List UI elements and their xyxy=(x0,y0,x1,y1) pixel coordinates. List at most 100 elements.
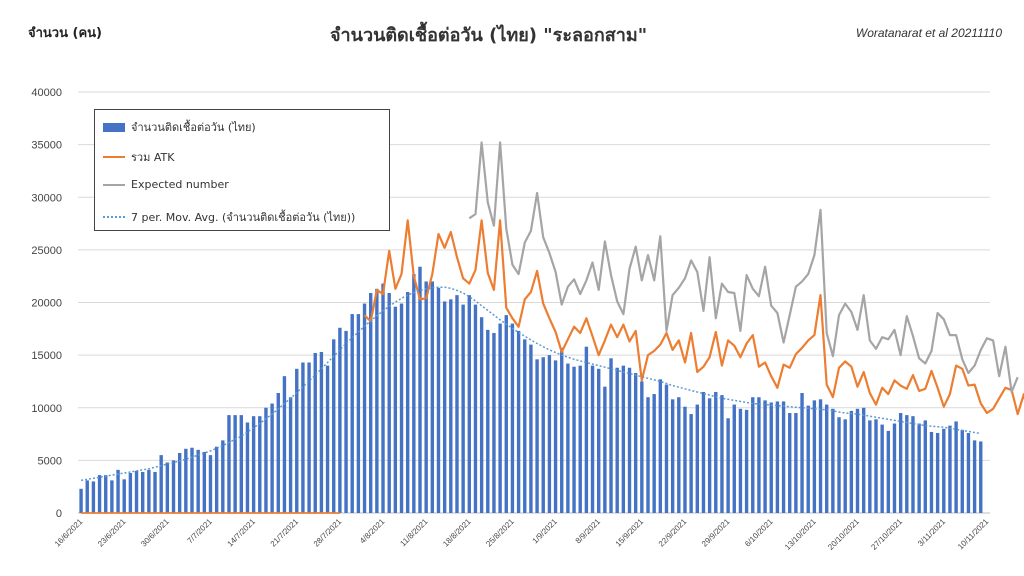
bar xyxy=(695,404,699,513)
bar xyxy=(658,379,663,513)
y-tick-label: 25000 xyxy=(31,245,62,257)
legend: จำนวนติดเชื้อต่อวัน (ไทย) รวม ATK Expect… xyxy=(94,109,390,231)
y-tick-label: 30000 xyxy=(31,192,62,204)
bar xyxy=(738,408,743,513)
bar xyxy=(972,440,977,513)
bar xyxy=(874,419,878,513)
bar xyxy=(399,303,404,513)
x-tick-label: 18/8/2021 xyxy=(441,517,473,549)
chart-credit: Woratanarat et al 20211110 xyxy=(855,26,1002,40)
x-tick-label: 11/8/2021 xyxy=(398,517,429,548)
x-tick-label: 22/9/2021 xyxy=(657,517,689,549)
bar xyxy=(566,363,570,513)
bar xyxy=(966,433,971,513)
bar xyxy=(442,301,447,513)
bar xyxy=(886,430,891,513)
bar xyxy=(701,391,706,513)
x-tick-label: 29/9/2021 xyxy=(700,517,732,549)
bar xyxy=(350,314,354,513)
x-axis-ticks: 16/6/2021 23/6/2021 30/6/2021 7/7/2021 14/7/… xyxy=(53,517,991,552)
atk-line xyxy=(363,219,1024,416)
bar xyxy=(122,479,126,513)
bar xyxy=(251,416,256,513)
bar xyxy=(775,401,780,513)
bar xyxy=(221,440,225,513)
bar-series xyxy=(79,266,983,513)
bar xyxy=(245,422,250,513)
bar xyxy=(436,287,441,513)
bar xyxy=(190,447,194,513)
bar xyxy=(843,419,847,513)
bar xyxy=(313,353,317,513)
bar xyxy=(110,480,114,513)
bar xyxy=(726,418,730,513)
bar xyxy=(461,304,465,513)
bar xyxy=(473,304,478,513)
bar xyxy=(880,424,884,513)
x-tick-label: 4/8/2021 xyxy=(358,517,387,546)
bar xyxy=(652,394,656,513)
bar xyxy=(288,397,293,513)
bar xyxy=(159,455,163,513)
bar xyxy=(375,288,379,513)
legend-swatch-expected xyxy=(103,183,125,186)
x-tick-label: 8/9/2021 xyxy=(574,517,603,546)
bar xyxy=(584,346,589,513)
bar xyxy=(609,358,613,513)
bar xyxy=(270,403,274,513)
bar xyxy=(547,355,552,513)
legend-label-bars: จำนวนติดเชื้อต่อวัน (ไทย) xyxy=(131,121,256,134)
legend-swatch-movavg xyxy=(103,216,125,218)
bar xyxy=(393,306,398,513)
bar xyxy=(202,451,207,513)
bar xyxy=(449,299,453,513)
bar xyxy=(806,405,810,513)
legend-item-atk: รวม ATK xyxy=(103,148,174,166)
bar xyxy=(116,469,120,513)
x-tick-label: 3/11/2021 xyxy=(916,517,947,548)
bar xyxy=(905,415,909,513)
bar xyxy=(338,327,342,513)
bar xyxy=(855,408,860,513)
bar xyxy=(523,339,527,513)
bar xyxy=(929,431,934,513)
bar xyxy=(714,391,718,513)
bar xyxy=(689,414,693,513)
x-tick-label: 14/7/2021 xyxy=(226,517,258,549)
bar xyxy=(849,410,854,513)
bar xyxy=(892,423,897,513)
bar xyxy=(640,381,644,513)
bar xyxy=(171,460,176,513)
bar xyxy=(757,397,761,513)
x-tick-label: 23/6/2021 xyxy=(96,517,128,549)
bar xyxy=(325,365,330,513)
bar xyxy=(935,433,940,513)
legend-swatch-bars xyxy=(103,122,125,132)
bar xyxy=(633,373,638,513)
bar xyxy=(319,351,324,513)
x-tick-label: 15/9/2021 xyxy=(614,517,646,549)
bar xyxy=(670,399,675,513)
bar xyxy=(560,347,564,513)
bar xyxy=(800,393,804,513)
line-series xyxy=(80,141,1024,514)
bar xyxy=(812,400,817,513)
bar xyxy=(147,469,151,513)
bar xyxy=(356,314,361,513)
bar xyxy=(960,429,964,513)
bar xyxy=(763,400,767,513)
bar xyxy=(898,413,903,513)
bar xyxy=(954,421,958,513)
bar xyxy=(295,368,299,513)
bar xyxy=(825,404,829,513)
bar xyxy=(227,415,231,513)
bar xyxy=(590,365,595,513)
bar xyxy=(498,323,502,513)
y-axis-ticks: 0 5000 10000 15000 20000 25000 30000 35000 40000 xyxy=(31,87,62,520)
bar xyxy=(529,344,533,513)
bar xyxy=(153,471,157,513)
bar xyxy=(184,448,188,513)
bar xyxy=(732,404,736,513)
bar xyxy=(362,303,367,513)
bar xyxy=(553,360,558,513)
